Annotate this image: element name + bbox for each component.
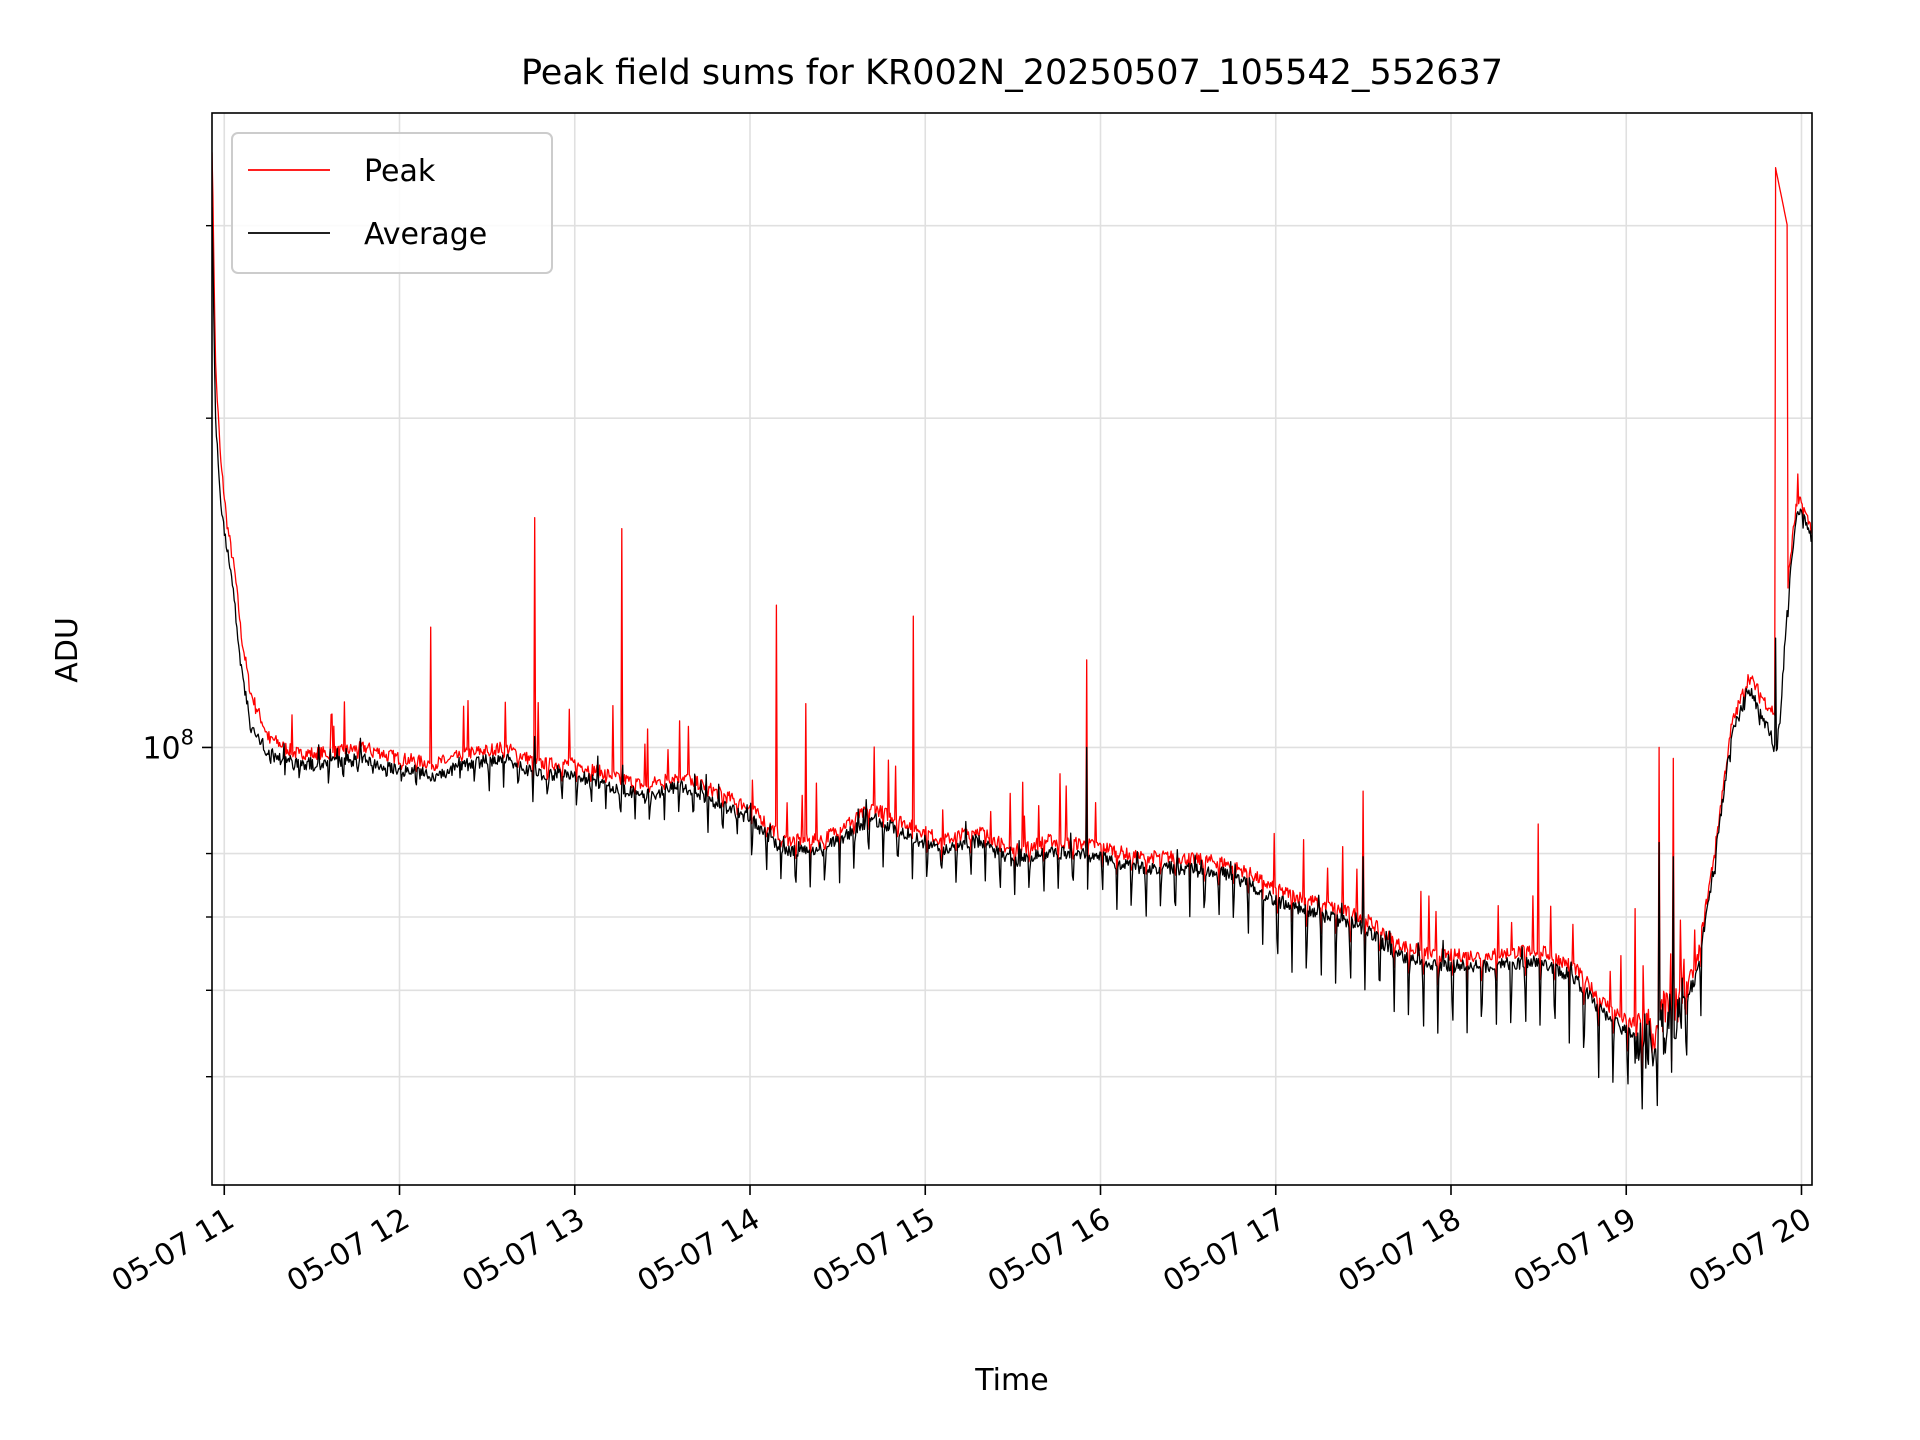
y-axis-ticks: 108 <box>142 224 212 1078</box>
average-series-line <box>212 207 1812 1110</box>
legend-average-label: Average <box>364 217 487 252</box>
plot-frame <box>211 112 1813 1186</box>
y-tick-label-exponent: 8 <box>181 725 194 749</box>
legend: Peak Average <box>231 132 553 274</box>
chart-title: Peak field sums for KR002N_20250507_1055… <box>521 53 1503 93</box>
legend-peak-label: Peak <box>364 154 436 189</box>
legend-box <box>231 132 553 274</box>
peak-series-line <box>212 152 1812 1075</box>
y-tick-label: 108 <box>142 725 194 766</box>
y-tick-label-base: 10 <box>142 731 180 766</box>
x-axis-label: Time <box>974 1363 1048 1398</box>
y-axis-label: ADU <box>50 617 85 683</box>
series-group <box>212 152 1812 1110</box>
